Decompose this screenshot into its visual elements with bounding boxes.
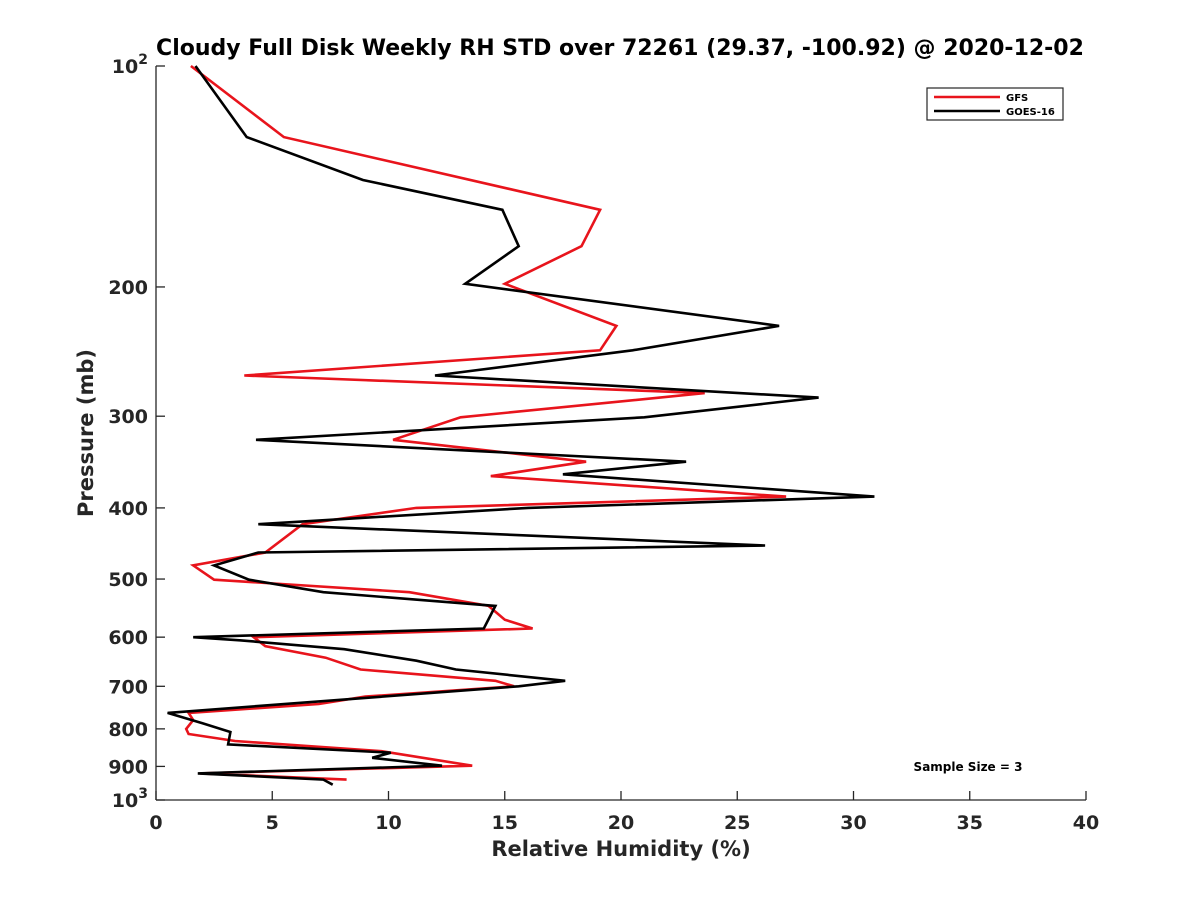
x-axis-label: Relative Humidity (%) (491, 837, 750, 861)
legend: GFS GOES-16 (926, 87, 1064, 121)
sample-size-annotation: Sample Size = 3 (914, 760, 1023, 774)
series-line-gfs (184, 64, 787, 781)
series-layer (167, 64, 875, 786)
legend-entry-goes-16: GOES-16 (1006, 107, 1055, 118)
legend-entry-gfs: GFS (1006, 93, 1028, 104)
x-tick-label: 20 (608, 812, 634, 834)
y-tick-label: 600 (108, 627, 148, 649)
x-ticks: 0 5 10 15 20 25 30 35 40 (149, 791, 1099, 834)
y-tick-label: 200 (108, 277, 148, 299)
chart-title: Cloudy Full Disk Weekly RH STD over 7226… (156, 36, 1084, 61)
axes (155, 66, 1086, 801)
x-tick-label: 10 (375, 812, 401, 834)
y-axis-label: Pressure (mb) (74, 349, 98, 517)
legend-box (926, 87, 1064, 121)
x-tick-label: 35 (957, 812, 983, 834)
y-tick-label: 102 (112, 52, 148, 78)
y-ticks: 102 200 300 400 500 600 700 800 900 103 (108, 52, 165, 812)
x-tick-label: 30 (840, 812, 866, 834)
y-tick-label: 500 (108, 569, 148, 591)
y-tick-label: 300 (108, 406, 148, 428)
x-tick-label: 15 (492, 812, 518, 834)
y-tick-label: 800 (108, 719, 148, 741)
y-tick-label: 103 (112, 786, 148, 812)
x-tick-label: 5 (266, 812, 279, 834)
series-line-goes-16 (167, 65, 875, 786)
x-tick-label: 0 (149, 812, 162, 834)
y-tick-label: 400 (108, 498, 148, 520)
x-tick-label: 25 (724, 812, 750, 834)
y-tick-label: 900 (108, 756, 148, 778)
y-tick-label: 700 (108, 676, 148, 698)
x-tick-label: 40 (1073, 812, 1099, 834)
